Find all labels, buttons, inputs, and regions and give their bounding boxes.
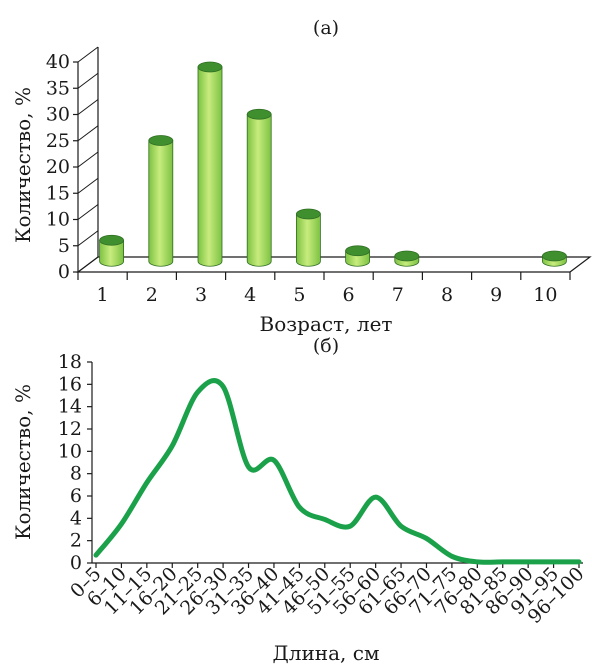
chart-a-bar [246, 108, 272, 267]
chart-b-point [171, 445, 173, 447]
chart-b-point [222, 386, 224, 388]
chart-b-point [324, 518, 326, 520]
chart-a-x-tick-label: 10 [533, 284, 557, 306]
chart-a-y-tick-label: 25 [46, 130, 70, 152]
chart-b-point [95, 554, 97, 556]
chart-a-bar-top [542, 250, 567, 262]
chart-b-point [120, 523, 122, 525]
chart-a-bar-body [246, 113, 272, 267]
chart-b-x-axis-title: Длина, см [272, 641, 379, 665]
chart-a-bar [345, 245, 371, 267]
chart-a-bar-top [148, 135, 174, 146]
chart-a-bar [99, 234, 124, 267]
chart-b-y-tick-label: 14 [58, 396, 82, 418]
chart-a-y-gridline [77, 99, 99, 115]
chart-b-point [248, 466, 250, 468]
chart-a-x-axis-title: Возраст, лет [260, 312, 393, 336]
chart-b-y-tick-label: 10 [58, 440, 82, 462]
chart-a-y-gridline [77, 204, 99, 220]
chart-b-point [400, 525, 402, 527]
chart-a-y-ticks: 0 5 10 15 20 25 30 35 40 [46, 46, 99, 283]
chart-b-series-line [93, 378, 582, 565]
chart-a-bar-top [99, 234, 124, 246]
chart-a-bar-top [246, 108, 272, 120]
chart-a-bar-body [197, 66, 223, 267]
chart-a-y-tick-label: 20 [46, 156, 70, 178]
chart-a-x-tick-label: 5 [293, 284, 305, 306]
chart-a-x-tick-label: 9 [490, 284, 502, 306]
chart-a-panel-label: (а) [313, 17, 339, 39]
chart-a-y-tick-label: 35 [46, 77, 70, 99]
chart-b-point [375, 496, 377, 498]
chart-a-bar [148, 135, 174, 267]
chart-a-bar-top [394, 250, 420, 262]
chart-a-x-tick-label: 6 [343, 284, 355, 306]
chart-a-y-tick-label: 30 [46, 104, 70, 126]
chart-b-point [349, 525, 351, 527]
chart-a-bar [295, 208, 321, 267]
chart-b-y-tick-label: 18 [58, 351, 82, 373]
chart-a-bars [99, 61, 567, 267]
chart-a-x-tick-label: 2 [146, 284, 158, 306]
chart-a-y-gridline [77, 177, 99, 194]
chart-a-bar [542, 250, 567, 267]
chart-a-bar [394, 250, 420, 267]
chart-a-x-tick-label: 1 [97, 284, 109, 306]
chart-a-y-tick-label: 0 [58, 261, 70, 283]
chart-b-y-tick-label: 0 [70, 552, 82, 574]
chart-b-y-tick-label: 4 [70, 507, 82, 529]
chart-b-point [527, 561, 529, 563]
chart-a-y-gridline [77, 256, 99, 273]
chart-b-points [95, 386, 580, 563]
chart-b-y-tick-label: 12 [58, 418, 82, 440]
chart-b-y-tick-label: 8 [70, 463, 82, 485]
chart-a-y-gridline [77, 151, 99, 168]
chart-a-bar-top [197, 61, 223, 73]
chart-a-bar-body [148, 140, 174, 267]
chart-a-x-tick-label: 3 [195, 284, 207, 306]
chart-a-y-gridline [77, 230, 99, 247]
chart-a-bar-top [295, 208, 321, 220]
chart-b-point [502, 561, 504, 563]
chart-a-bar-body [296, 213, 321, 267]
chart-a-x-tick-label: 4 [244, 284, 256, 306]
chart-b-frame [91, 362, 583, 564]
chart-b-point [578, 561, 580, 563]
chart-a-bar [197, 61, 223, 267]
chart-a-y-gridline [77, 46, 99, 63]
chart-b-panel-label: (б) [313, 335, 339, 357]
chart-a-bar-body [99, 239, 124, 267]
chart-a-x-tick-label: 7 [392, 284, 404, 306]
chart-b-point [298, 506, 300, 508]
chart-a-y-tick-label: 40 [46, 51, 70, 73]
chart-b-y-tick-label: 6 [70, 485, 82, 507]
chart-a-bar-top [345, 245, 371, 257]
chart-b-y-axis-title: Количество, % [11, 384, 35, 540]
chart-b-point [425, 537, 427, 539]
chart-b-point [146, 482, 148, 484]
chart-a: (а) 0 5 10 15 20 25 30 35 40 1 2 3 4 5 6 7 8 9 10 Возраст… [11, 17, 592, 336]
chart-a-y-tick-label: 15 [46, 182, 70, 204]
chart-b-x-ticks: 0–56–1011–1516–2021–2526–3031–3536–4041–… [66, 563, 588, 628]
chart-a-y-gridline [77, 72, 99, 89]
chart-a-y-gridline [77, 125, 99, 142]
chart-a-x-tick-label: 8 [441, 284, 453, 306]
chart-b-point [553, 561, 555, 563]
chart-b-y-tick-label: 16 [58, 373, 82, 395]
chart-b-point [273, 459, 275, 461]
chart-b-y-tick-label: 2 [70, 530, 82, 552]
chart-a-y-axis-title: Количество, % [11, 87, 35, 243]
chart-b-point [451, 555, 453, 557]
chart-b-point [197, 391, 199, 393]
chart-a-y-tick-label: 5 [58, 235, 70, 257]
chart-b-point [476, 561, 478, 563]
chart-a-x-ticks: 1 2 3 4 5 6 7 8 9 10 [77, 272, 571, 306]
chart-a-y-tick-label: 10 [46, 209, 70, 231]
